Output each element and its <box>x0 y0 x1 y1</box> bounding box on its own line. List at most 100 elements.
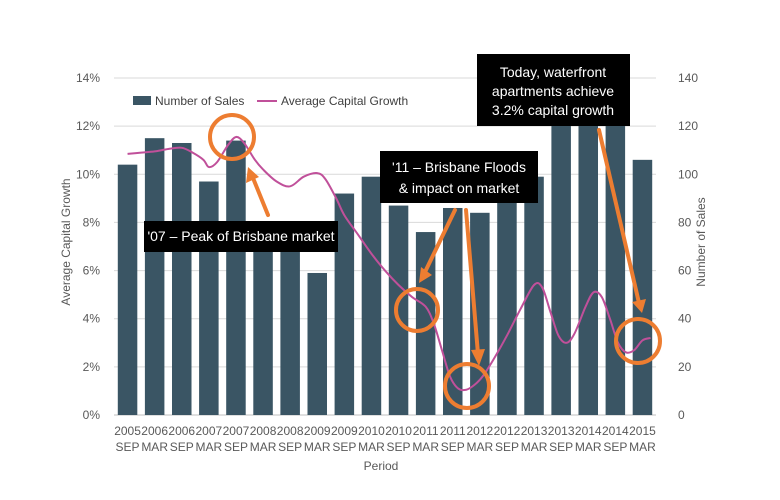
annotation-text-today-line1: Today, waterfront <box>500 64 606 80</box>
bar-series-number-of-sales <box>117 102 653 416</box>
legend-swatch-number-of-sales <box>133 96 151 105</box>
annotations: '07 – Peak of Brisbane market '11 – Bris… <box>144 54 662 410</box>
x-tick-year: 2006 <box>141 424 168 438</box>
x-tick-year: 2006 <box>168 424 195 438</box>
left-tick-label: 12% <box>76 119 100 133</box>
bar <box>253 227 273 415</box>
x-tick-year: 2010 <box>385 424 412 438</box>
annotation-box-today <box>477 54 630 126</box>
bar <box>117 164 138 415</box>
x-tick-year: 2014 <box>602 424 629 438</box>
left-axis-ticks: 0% 2% 4% 6% 8% 10% 12% 14% <box>76 71 100 422</box>
x-tick-year: 2009 <box>304 424 331 438</box>
left-tick-label: 4% <box>83 312 101 326</box>
bar <box>307 272 328 415</box>
arrow-head-2011-left <box>419 267 432 283</box>
x-tick-year: 2007 <box>195 424 222 438</box>
right-tick-label: 140 <box>678 71 698 85</box>
legend-label-number-of-sales: Number of Sales <box>155 94 244 108</box>
x-tick-year: 2012 <box>466 424 493 438</box>
highlight-circle-2011 <box>394 287 440 333</box>
x-tick-month: MAR <box>196 440 223 454</box>
x-tick-year: 2008 <box>250 424 277 438</box>
x-tick-year: 2011 <box>440 424 466 438</box>
arrow-today <box>597 128 641 305</box>
left-tick-label: 10% <box>76 167 100 181</box>
left-tick-label: 14% <box>76 71 100 85</box>
x-tick-year: 2011 <box>413 424 439 438</box>
arrow-head-2011-right <box>471 349 485 366</box>
bar <box>388 205 409 415</box>
bar <box>632 159 653 415</box>
right-tick-label: 100 <box>678 167 698 181</box>
x-tick-month: MAR <box>358 440 385 454</box>
highlight-circle-2007-peak <box>208 113 256 161</box>
highlight-circle-2015 <box>614 317 662 365</box>
right-tick-label: 0 <box>678 408 685 422</box>
x-tick-year: 2015 <box>629 424 656 438</box>
bar <box>551 102 571 416</box>
right-tick-label: 60 <box>678 264 692 278</box>
x-tick-month: SEP <box>278 440 302 454</box>
right-tick-label: 40 <box>678 312 692 326</box>
x-tick-month: MAR <box>575 440 602 454</box>
annotation-box-2011-floods <box>380 151 538 203</box>
left-axis-title: Average Capital Growth <box>59 178 73 305</box>
bar <box>442 207 463 415</box>
bar <box>199 181 219 415</box>
x-tick-month: SEP <box>116 440 140 454</box>
annotation-text-2011-floods-line1: '11 – Brisbane Floods <box>392 159 526 175</box>
x-tick-month: MAR <box>250 440 277 454</box>
x-tick-year: 2010 <box>358 424 385 438</box>
right-axis-title: Number of Sales <box>694 197 708 286</box>
bar <box>524 176 544 415</box>
bar <box>605 102 626 416</box>
bar <box>144 138 165 415</box>
x-tick-month: SEP <box>387 440 411 454</box>
arrow-2007 <box>251 176 270 217</box>
x-tick-month: MAR <box>467 440 494 454</box>
bar <box>226 140 246 416</box>
x-tick-month: SEP <box>170 440 194 454</box>
annotation-arrows <box>251 128 641 356</box>
arrow-head-today <box>632 299 646 313</box>
x-tick-month: MAR <box>304 440 331 454</box>
x-tick-month: SEP <box>332 440 356 454</box>
right-tick-label: 20 <box>678 360 692 374</box>
bar <box>578 102 599 416</box>
annotation-box-2007-peak <box>144 221 338 252</box>
x-tick-year: 2009 <box>331 424 358 438</box>
bar <box>171 142 192 415</box>
arrow-2011-left <box>423 208 457 274</box>
x-tick-month: SEP <box>495 440 519 454</box>
x-tick-year: 2012 <box>494 424 521 438</box>
bar <box>361 176 382 415</box>
legend-label-average-capital-growth: Average Capital Growth <box>281 94 408 108</box>
x-tick-month: SEP <box>224 440 248 454</box>
x-tick-year: 2008 <box>277 424 304 438</box>
bar <box>334 193 355 415</box>
right-tick-label: 80 <box>678 215 692 229</box>
right-tick-label: 120 <box>678 119 698 133</box>
highlight-circle-2012-low <box>443 362 491 410</box>
left-tick-label: 2% <box>83 360 101 374</box>
x-tick-year: 2005 <box>114 424 141 438</box>
arrow-2011-right <box>464 208 480 356</box>
x-tick-month: SEP <box>549 440 573 454</box>
x-tick-month: SEP <box>441 440 465 454</box>
annotation-text-2007-peak: '07 – Peak of Brisbane market <box>147 228 334 244</box>
x-tick-month: SEP <box>603 440 627 454</box>
bar <box>280 251 300 415</box>
x-tick-year: 2013 <box>521 424 548 438</box>
annotation-text-today-line2: apartments achieve <box>492 83 614 99</box>
x-tick-month: MAR <box>412 440 439 454</box>
arrow-heads <box>246 167 646 366</box>
line-series-average-capital-growth <box>127 135 651 392</box>
x-axis-ticks: 2005SEP2006MAR2006SEP2007MAR2007SEP2008M… <box>114 424 656 454</box>
legend: Number of Sales Average Capital Growth <box>133 94 408 108</box>
x-tick-month: MAR <box>141 440 168 454</box>
x-tick-year: 2007 <box>223 424 250 438</box>
left-tick-label: 8% <box>83 215 101 229</box>
left-tick-label: 6% <box>83 264 101 278</box>
